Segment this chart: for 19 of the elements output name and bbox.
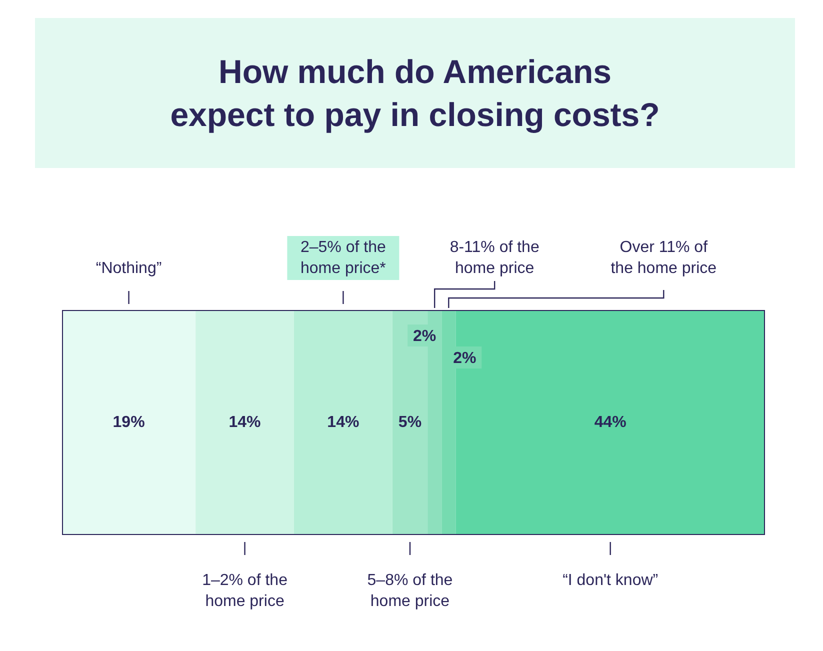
text: Over 11% of the home price	[610, 239, 717, 277]
bar	[456, 310, 765, 535]
text: 8-11% of the home price	[450, 239, 540, 277]
chart-title: How much do Americans expect to pay in closing costs?	[35, 18, 795, 168]
data-label: 14%	[327, 414, 360, 431]
data-label: 44%	[594, 414, 626, 431]
bar	[196, 310, 294, 535]
data-label: 5%	[398, 414, 422, 431]
text: 2–5% of the home price*	[300, 239, 386, 277]
data-label: 2%	[413, 328, 436, 345]
data-label: 2%	[453, 350, 476, 367]
data-label: 14%	[228, 414, 261, 431]
text: 5–8% of the home price	[367, 572, 453, 610]
bar	[294, 310, 392, 535]
text: 1–2% of the home price	[202, 572, 288, 610]
text: “Nothing”	[96, 260, 162, 277]
data-label: 19%	[112, 414, 145, 431]
bar	[62, 310, 196, 535]
text: “I don't know”	[562, 572, 658, 589]
